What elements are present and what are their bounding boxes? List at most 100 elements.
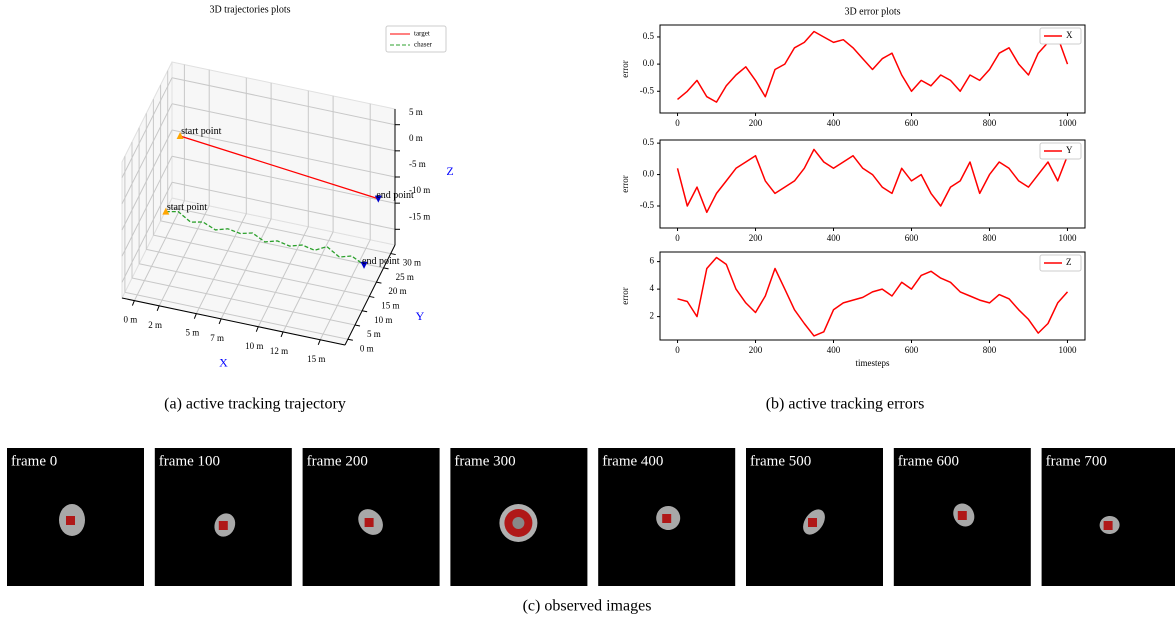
x-tick-label: 1000	[1058, 118, 1077, 128]
x-tick-label: 7 m	[210, 333, 224, 343]
caption: (c) observed images	[523, 598, 652, 615]
x-tick-label: 600	[905, 233, 919, 243]
y-tick-label: 4	[650, 283, 655, 293]
y-axis	[344, 244, 396, 346]
legend-label: Y	[1066, 145, 1073, 155]
tick-mark	[376, 281, 382, 284]
object-part	[808, 518, 817, 527]
error-line	[677, 30, 1069, 103]
z-tick-label: 0 m	[409, 133, 423, 143]
z-axis-label: Z	[446, 164, 453, 178]
chart-title: 3D error plots	[844, 6, 900, 17]
x-tick-label: 800	[983, 345, 997, 355]
annotation: start point	[167, 202, 207, 213]
annotation: end point	[376, 190, 414, 201]
annotation: start point	[181, 126, 221, 137]
tick-mark	[255, 326, 259, 332]
object-part	[662, 514, 672, 523]
x-axis-label: timesteps	[856, 358, 890, 368]
chart-title: 3D trajectories plots	[209, 4, 290, 15]
tick-mark	[362, 310, 368, 313]
y-axis-label: Y	[416, 309, 425, 323]
x-tick-label: 0 m	[124, 315, 138, 325]
y-tick-label: 20 m	[388, 286, 406, 296]
y-tick-label: 6	[650, 256, 655, 266]
y-tick-label: 0.5	[643, 137, 655, 147]
grid-line	[121, 77, 396, 178]
y-tick-label: 30 m	[403, 258, 421, 268]
tick-mark	[218, 318, 222, 325]
tick-mark	[347, 338, 353, 341]
legend-label: target	[414, 30, 430, 38]
z-tick-label: -5 m	[409, 159, 426, 169]
legend-label: chaser	[414, 41, 433, 49]
legend-label: Z	[1066, 257, 1072, 267]
plot-frame	[659, 139, 1086, 229]
z-tick-label: 5 m	[409, 107, 423, 117]
grid-line	[121, 181, 396, 283]
frame-label: frame 600	[898, 453, 959, 469]
frame-label: frame 0	[11, 453, 57, 469]
x-tick-label: 400	[827, 345, 841, 355]
legend-label: X	[1066, 30, 1073, 40]
x-tick-label: 10 m	[245, 341, 263, 351]
tick-mark	[131, 300, 135, 306]
tick-mark	[317, 339, 321, 345]
y-axis-label: error	[620, 60, 630, 78]
y-tick-label: 10 m	[374, 315, 392, 325]
frame-label: frame 200	[307, 453, 368, 469]
object-part	[1103, 521, 1113, 530]
grid-line	[121, 155, 396, 257]
grid-line	[121, 103, 396, 205]
x-axis-label: X	[219, 355, 228, 369]
tick-mark	[193, 313, 197, 319]
plot-frame	[659, 251, 1086, 341]
y-axis-label: error	[620, 175, 630, 193]
end-marker	[360, 261, 368, 269]
y-tick-label: -0.5	[640, 85, 655, 95]
x-tick-label: 200	[749, 118, 763, 128]
object-part	[218, 521, 228, 530]
y-tick-label: 0.5	[643, 31, 655, 41]
x-tick-label: 800	[983, 233, 997, 243]
y-tick-label: 15 m	[381, 300, 399, 310]
grid-line	[121, 129, 396, 231]
y-tick-label: 0 m	[360, 343, 374, 353]
x-tick-label: 12 m	[270, 346, 288, 356]
error-line	[676, 148, 1069, 214]
y-axis-label: error	[620, 287, 630, 305]
y-tick-label: 5 m	[367, 329, 381, 339]
x-tick-label: 1000	[1058, 233, 1077, 243]
object-part	[512, 517, 525, 529]
caption: (b) active tracking errors	[766, 396, 925, 413]
tick-mark	[156, 305, 160, 312]
object-part	[66, 516, 75, 525]
legend-box	[385, 25, 447, 53]
z-tick-label: -10 m	[409, 185, 430, 195]
y-tick-label: 0.0	[643, 58, 655, 68]
x-tick-label: 0	[675, 118, 680, 128]
x-tick-label: 0	[675, 345, 680, 355]
frame-label: frame 400	[602, 453, 663, 469]
object-part	[957, 511, 967, 520]
x-tick-label: 200	[749, 345, 763, 355]
start-marker	[162, 207, 170, 215]
x-tick-label: 0	[675, 233, 680, 243]
x-tick-label: 15 m	[307, 354, 325, 364]
y-tick-label: 25 m	[396, 272, 414, 282]
start-marker	[176, 131, 184, 139]
end-marker	[374, 195, 382, 203]
frame-label: frame 100	[159, 453, 220, 469]
error-line	[677, 256, 1069, 337]
caption: (a) active tracking trajectory	[164, 396, 346, 413]
x-tick-label: 1000	[1058, 345, 1077, 355]
trajectory	[179, 135, 379, 200]
x-tick-label: 400	[827, 118, 841, 128]
object-part	[364, 518, 374, 527]
frame-label: frame 300	[454, 453, 515, 469]
x-tick-label: 5 m	[185, 328, 199, 338]
tick-mark	[390, 253, 396, 256]
x-tick-label: 400	[827, 233, 841, 243]
tick-mark	[383, 267, 389, 270]
